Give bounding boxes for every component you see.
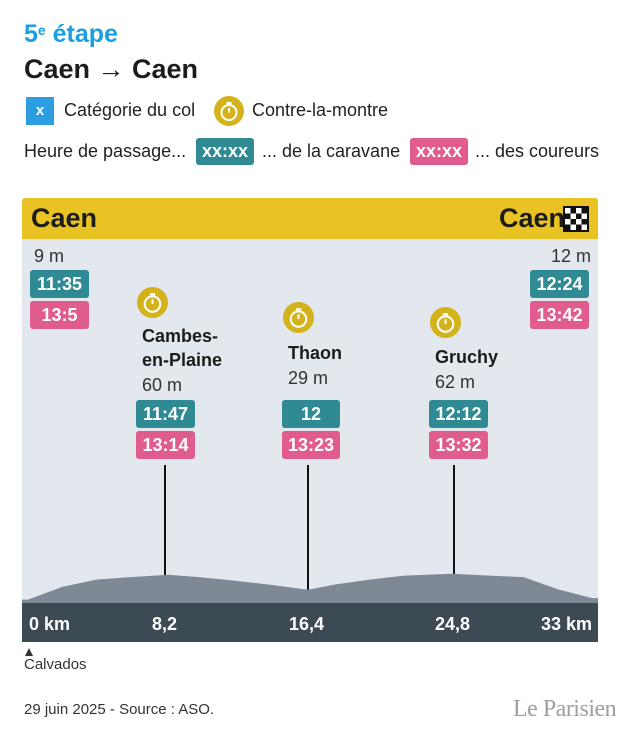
axis-label-start: 0 km <box>29 614 71 634</box>
place-gruchy: Gruchy <box>435 347 499 367</box>
stage-title: 5e étape <box>24 20 118 49</box>
coureurs-label: ... des coureurs <box>475 141 600 161</box>
thaon-coureurs-time: 13:23 <box>282 431 340 459</box>
stage-number: 5 <box>24 20 38 48</box>
place-gruchy-altitude: 62 m <box>435 372 476 392</box>
stage-word: étape <box>52 20 118 48</box>
department-label: Calvados <box>24 656 87 673</box>
route-banner <box>22 198 598 239</box>
thaon-marker-line <box>307 465 309 593</box>
stopwatch-icon <box>283 302 314 333</box>
source-note: 29 juin 2025 - Source : ASO. <box>24 701 215 718</box>
place-cambes-altitude: 60 m <box>142 375 183 395</box>
checkered-flag-icon <box>563 206 589 237</box>
axis-label-gruchy: 24,8 <box>435 614 471 634</box>
start-altitude: 9 m <box>34 246 65 266</box>
place-thaon-altitude: 29 m <box>288 368 329 388</box>
cambes-marker-line <box>164 465 166 583</box>
start-caravane-time: 11:35 <box>30 270 89 298</box>
cambes-caravane-time: 11:47 <box>136 400 195 428</box>
banner-finish: Caen <box>499 203 566 233</box>
elevation-profile <box>22 573 598 604</box>
route-title: Caen → Caen <box>24 54 199 84</box>
caravane-label: ... de la caravane <box>262 141 401 161</box>
place-cambes-line1: Cambes- <box>142 326 219 346</box>
stage-ordinal: e <box>37 22 46 38</box>
gruchy-marker-line <box>453 465 455 583</box>
banner-start: Caen <box>31 203 98 233</box>
clock-label: Contre-la-montre <box>252 100 389 120</box>
passage-label: Heure de passage... <box>24 141 187 161</box>
stopwatch-icon <box>137 287 168 318</box>
axis-label-finish: 33 km <box>541 614 593 634</box>
start-coureurs-time: 13:5 <box>30 301 89 329</box>
thaon-caravane-time: 12 <box>282 400 340 428</box>
cambes-coureurs-time: 13:14 <box>136 431 195 459</box>
finish-coureurs-time: 13:42 <box>530 301 589 329</box>
caravane-sample: xx:xx <box>196 138 254 165</box>
stopwatch-icon <box>214 96 244 126</box>
distance-axis <box>22 603 598 642</box>
finish-altitude: 12 m <box>551 246 592 266</box>
brand-logo: Le Parisien <box>513 696 617 722</box>
place-thaon: Thaon <box>288 343 342 363</box>
department-marker-icon <box>24 644 34 662</box>
category-box: x <box>26 97 54 125</box>
finish-caravane-time: 12:24 <box>530 270 589 298</box>
elevation-area <box>22 573 598 604</box>
axis-label-thaon: 16,4 <box>289 614 325 634</box>
category-label: Catégorie du col <box>64 100 196 120</box>
stopwatch-icon <box>430 307 461 338</box>
gruchy-caravane-time: 12:12 <box>429 400 488 428</box>
coureurs-sample: xx:xx <box>410 138 468 165</box>
place-cambes-line2: en-Plaine <box>142 350 223 370</box>
gruchy-coureurs-time: 13:32 <box>429 431 488 459</box>
axis-label-cambes: 8,2 <box>152 614 178 634</box>
